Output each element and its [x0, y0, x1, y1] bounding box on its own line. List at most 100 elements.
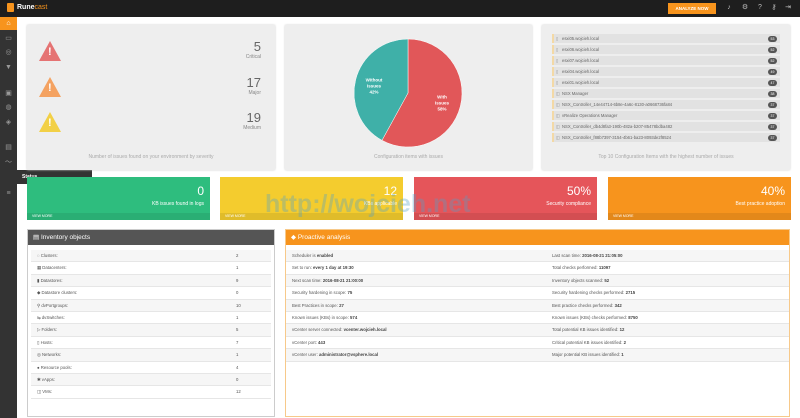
inventory-icon: ▦ [37, 265, 43, 271]
runecast-logo[interactable]: Rune cast [7, 3, 47, 12]
inventory-value: 0 [236, 376, 239, 382]
top-item[interactable]: ▯ esxi01.wojcieh.local 47 [552, 78, 780, 87]
top-item-name: NSX_Controller_f88b7397-3154-4b61-ba23-8… [562, 135, 672, 140]
pie-chart[interactable]: With Issues 58% Without Issues 42% [285, 25, 532, 150]
label: Critical [245, 54, 261, 60]
row-value: 574 [350, 314, 358, 320]
list-icon[interactable]: ≡ [6, 190, 11, 197]
issue-count-badge: 52 [768, 46, 777, 53]
inventory-row[interactable]: ● Resource pools: 4 [31, 362, 271, 374]
issue-count-badge: 37 [768, 101, 777, 108]
pie-slice[interactable] [381, 38, 463, 148]
severity-critical[interactable]: ! 5 Critical [27, 39, 275, 69]
chart-icon[interactable]: 〜 [5, 159, 12, 166]
stat-tile[interactable]: 12 KBs applicable VIEW MORE [220, 177, 403, 220]
inventory-value: 1 [236, 265, 239, 271]
inventory-row[interactable]: ▯ Hosts: 7 [31, 337, 271, 350]
pie-slice[interactable] [353, 38, 409, 141]
inventory-icon: ◆ [37, 290, 42, 296]
vm-icon: ◫ [556, 91, 560, 96]
tile-label: Best practice adoption [735, 201, 785, 207]
brand-text-accent: cast [34, 4, 48, 11]
book-icon[interactable]: ▤ [5, 144, 12, 151]
top-item[interactable]: ◫ vRealize Operations Manager 37 [552, 111, 780, 120]
proactive-row: Security hardening in scope: 75 [286, 287, 546, 300]
top-item[interactable]: ▯ esxi07.wojcieh.local 52 [552, 56, 780, 65]
severity-medium[interactable]: ! 19 Medium [27, 110, 275, 140]
top-item[interactable]: ▯ esxi05.wojcieh.local 53 [552, 34, 780, 43]
issue-count-badge: 37 [768, 123, 777, 130]
top-item-name: esxi06.wojcieh.local [562, 47, 600, 52]
inventory-row[interactable]: ⇋ dvSwitches: 1 [31, 312, 271, 325]
inventory-icon: ✱ [37, 376, 42, 382]
severity-major[interactable]: ! 17 Major [27, 75, 275, 105]
top-item[interactable]: ◫ NSX_Controller_db4d8fa3-190b-482a-b207-… [552, 122, 780, 131]
top-item[interactable]: ◫ NSX Manager 38 [552, 89, 780, 98]
row-label: Scheduler is [292, 253, 316, 258]
top-item[interactable]: ▯ esxi04.wojcieh.local 49 [552, 67, 780, 76]
top-item[interactable]: ◫ NSX_Controller_14e44714-6b8e-4a6c-8130-… [552, 100, 780, 109]
globe-icon[interactable]: ◍ [5, 104, 12, 111]
row-value: 52 [604, 277, 610, 283]
tile-value: 0 [197, 184, 204, 198]
briefcase-icon[interactable]: ▣ [5, 90, 12, 97]
inventory-row[interactable]: ✱ vApps: 0 [31, 373, 271, 387]
key-icon[interactable]: ⚷ [771, 4, 777, 11]
top-item-name: NSX Manager [562, 91, 589, 96]
inventory-icon: ▷ [37, 327, 42, 333]
row-label: vCenter user: [292, 352, 318, 358]
inventory-row[interactable]: ▦ Datacenters: 1 [31, 262, 271, 275]
inventory-row[interactable]: ◌ Clusters: 2 [31, 250, 271, 263]
row-label: Last scan time: [552, 253, 581, 258]
view-more-link[interactable]: VIEW MORE [27, 213, 210, 220]
tile-label: Security compliance [546, 201, 591, 207]
inventory-panel: ▤ Inventory objects ◌ Clusters: 2 ▦ Datace… [27, 229, 275, 417]
bell-icon[interactable]: ♪ [727, 4, 731, 11]
diamond-icon[interactable]: ▼ [5, 64, 12, 71]
top-item[interactable]: ▯ esxi06.wojcieh.local 52 [552, 45, 780, 54]
proactive-row: Last scan time: 2016-08-21 21:05:00 [546, 250, 789, 263]
layers-icon[interactable]: ◎ [5, 49, 12, 56]
inventory-label: Clusters: [40, 253, 58, 258]
inventory-header: ▤ Inventory objects [28, 230, 274, 245]
settings-icon[interactable]: ⚙ [741, 4, 749, 11]
row-value: 75 [347, 290, 353, 296]
inventory-label: Datastores: [40, 277, 63, 283]
label: Medium [243, 125, 261, 131]
label: Major [248, 90, 261, 96]
view-more-link[interactable]: VIEW MORE [220, 213, 403, 220]
proactive-row: Security hardening checks performed: 271… [546, 287, 789, 300]
inventory-icon: ▮ [37, 277, 41, 283]
host-icon: ▯ [556, 80, 559, 85]
proactive-row: vCenter user: administrator@vsphere.loca… [286, 349, 546, 362]
warning-icon: ! [39, 41, 61, 61]
stat-tile[interactable]: 0 KB issues found in logs VIEW MORE [27, 177, 210, 220]
analyze-now-button[interactable]: ANALYZE NOW [668, 3, 716, 14]
row-label: Critical potential KB issues identified: [552, 339, 623, 345]
inventory-row[interactable]: ◆ Datastore clusters: 0 [31, 287, 271, 300]
inventory-row[interactable]: ◫ VMs: 12 [31, 386, 271, 399]
top-item[interactable]: ◫ NSX_Controller_f88b7397-3154-4b61-ba23-… [552, 133, 780, 142]
row-label: Next scan time: [292, 277, 322, 283]
inventory-row[interactable]: ▮ Datastores: 9 [31, 274, 271, 288]
stat-tile[interactable]: 50% Security compliance VIEW MORE [414, 177, 597, 220]
row-value: enabled [316, 253, 334, 258]
view-more-link[interactable]: VIEW MORE [608, 213, 791, 220]
inventory-value: 0 [236, 290, 239, 296]
logout-icon[interactable]: ⇥ [785, 4, 791, 11]
home-icon[interactable]: ⌂ [0, 17, 17, 30]
row-label: Best Practices in scope: [292, 302, 338, 308]
inventory-row[interactable]: ▷ Folders: 5 [31, 324, 271, 337]
inventory-row[interactable]: ◎ Networks: 1 [31, 349, 271, 362]
row-label: Total checks performed: [552, 265, 598, 271]
pie-slice-label: With Issues 58% [435, 95, 450, 112]
shield-icon[interactable]: ◈ [5, 119, 12, 126]
vm-icon: ◫ [556, 124, 560, 129]
inventory-value: 12 [236, 389, 241, 395]
stat-tile[interactable]: 40% Best practice adoption VIEW MORE [608, 177, 791, 220]
host-nav-icon[interactable]: ▭ [5, 35, 12, 42]
inventory-row[interactable]: ⚲ dvPortgroups: 10 [31, 299, 271, 312]
view-more-link[interactable]: VIEW MORE [414, 213, 597, 220]
proactive-row: Set to run: every 1 day at 19:30 [286, 262, 546, 275]
help-icon[interactable]: ? [758, 4, 762, 11]
